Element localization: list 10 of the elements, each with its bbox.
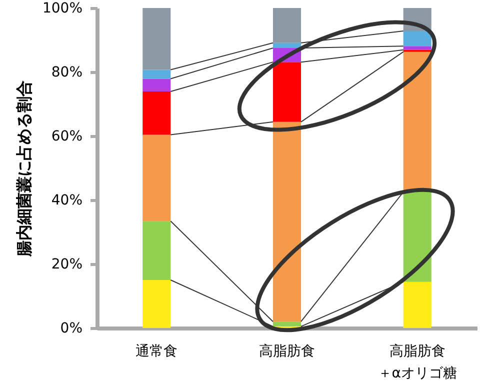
x-tick-label: 高脂肪食＋αオリゴ糖 xyxy=(378,344,457,382)
y-tick-label: 80% xyxy=(51,64,82,80)
x-tick-label: 通常食 xyxy=(136,344,178,360)
y-tick-label: 20% xyxy=(51,256,82,272)
y-tick-label: 60% xyxy=(51,128,82,144)
y-tick-label: 100% xyxy=(42,0,82,16)
y-axis-title: 腸内細菌叢に占める割合 xyxy=(14,80,34,258)
y-tick-label: 40% xyxy=(51,192,82,208)
x-tick-label: 高脂肪食 xyxy=(259,344,315,360)
y-tick-label: 0% xyxy=(60,320,82,336)
